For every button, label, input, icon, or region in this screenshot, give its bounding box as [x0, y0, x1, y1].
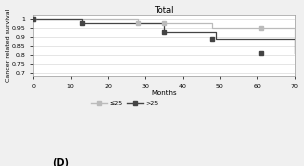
Legend: ≤25, >25: ≤25, >25 — [88, 98, 161, 108]
Y-axis label: Cancer related survival: Cancer related survival — [5, 9, 11, 83]
X-axis label: Months: Months — [151, 90, 177, 96]
Text: (D): (D) — [52, 158, 69, 166]
Title: Total: Total — [154, 5, 174, 15]
